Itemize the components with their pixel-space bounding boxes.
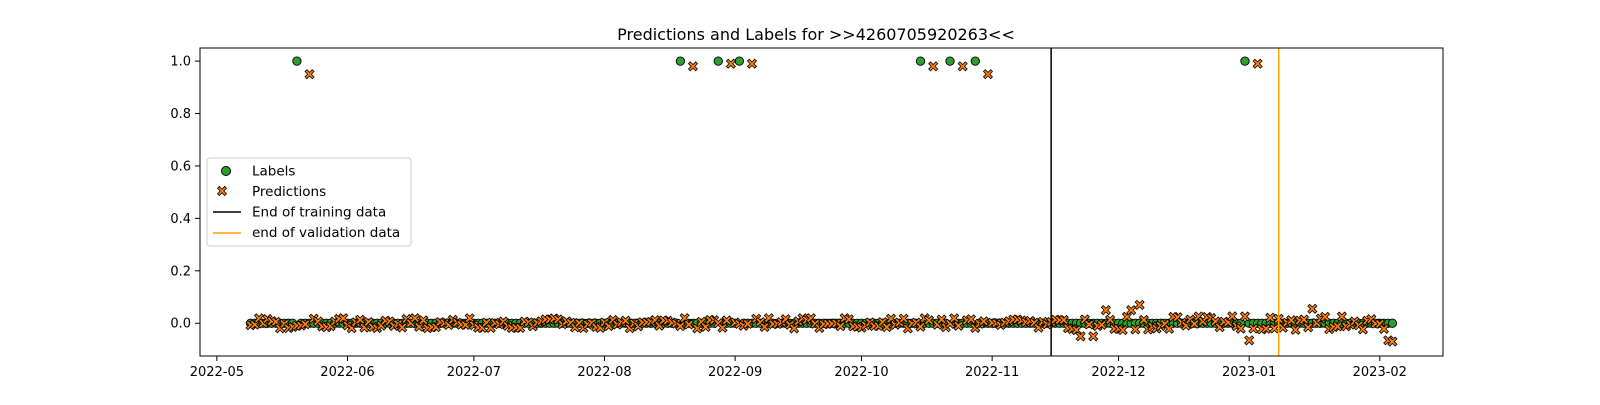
y-tick-label: 0.2	[170, 264, 191, 279]
prediction-point	[1164, 323, 1175, 334]
prediction-point	[898, 313, 909, 324]
prediction-point	[1248, 323, 1259, 334]
label-point	[675, 56, 685, 66]
prediction-point	[683, 319, 694, 330]
x-tick-label: 2022-07	[447, 365, 501, 380]
prediction-point	[1134, 299, 1145, 310]
prediction-point	[1307, 303, 1318, 314]
legend-predictions-marker	[216, 185, 228, 197]
label-point	[734, 56, 744, 66]
label-point	[915, 56, 926, 66]
prediction-point	[746, 58, 758, 69]
prediction-point	[1265, 312, 1276, 323]
prediction-point	[982, 69, 994, 80]
legend-predictions-text: Predictions	[252, 184, 326, 200]
y-tick-label: 0.8	[170, 107, 191, 122]
x-tick-label: 2022-11	[965, 365, 1019, 380]
prediction-point	[953, 320, 964, 331]
prediction-point	[687, 61, 699, 72]
label-point	[970, 56, 980, 66]
prediction-point	[1336, 311, 1347, 322]
prediction-point	[1332, 321, 1343, 332]
prediction-point	[304, 69, 315, 80]
prediction-point	[1260, 323, 1272, 334]
prediction-point	[721, 315, 732, 326]
prediction-point	[966, 314, 977, 325]
legend-validation-text: end of validation data	[252, 225, 400, 241]
prediction-point	[1252, 58, 1263, 69]
prediction-point	[1138, 314, 1149, 326]
legend: Labels Predictions End of training data …	[206, 157, 412, 247]
x-tick-label: 2022-06	[320, 365, 374, 380]
prediction-point	[300, 319, 311, 330]
prediction-point	[928, 61, 939, 72]
label-point	[713, 56, 723, 66]
plot-area	[245, 48, 1398, 356]
legend-box	[206, 157, 412, 247]
prediction-point	[1235, 323, 1246, 334]
label-point	[1240, 56, 1250, 66]
prediction-point	[1075, 331, 1086, 342]
prediction-point	[923, 315, 935, 326]
y-tick-label: 0.0	[170, 317, 191, 332]
prediction-point	[1088, 331, 1099, 342]
prediction-point	[725, 58, 736, 69]
chart-title: Predictions and Labels for >>42607059202…	[617, 25, 1015, 44]
y-tick-label: 0.4	[170, 212, 191, 227]
y-axis: 0.0 0.2 0.4 0.6 0.8 1.0	[170, 55, 200, 332]
prediction-point	[1269, 323, 1280, 334]
prediction-point	[1357, 324, 1369, 335]
legend-training-text: End of training data	[252, 205, 386, 221]
prediction-point	[915, 321, 926, 332]
prediction-point	[742, 318, 753, 329]
prediction-point	[1378, 323, 1390, 334]
prediction-point	[1130, 324, 1141, 335]
x-axis: 2022-05 2022-06 2022-07 2022-08 2022-09 2022-…	[190, 356, 1407, 380]
prediction-point	[1286, 315, 1297, 326]
label-point	[292, 56, 302, 66]
y-tick-label: 1.0	[170, 55, 191, 70]
prediction-point	[1096, 319, 1107, 330]
legend-labels-marker	[221, 166, 231, 176]
prediction-point	[409, 313, 420, 324]
prediction-point	[1387, 336, 1398, 347]
prediction-point	[1100, 305, 1111, 316]
label-point	[1387, 318, 1398, 328]
prediction-point	[1227, 311, 1238, 322]
y-tick-label: 0.6	[170, 159, 191, 174]
x-tick-label: 2022-10	[834, 365, 888, 380]
x-tick-label: 2022-09	[708, 365, 762, 380]
prediction-point	[759, 321, 770, 332]
prediction-point	[1126, 305, 1137, 316]
prediction-point	[1319, 311, 1331, 322]
prediction-point	[1239, 311, 1251, 322]
prediction-point	[1244, 335, 1255, 346]
prediction-point	[1117, 325, 1128, 336]
x-tick-label: 2023-01	[1222, 365, 1276, 380]
label-point	[945, 56, 955, 66]
prediction-point	[1105, 314, 1116, 325]
x-tick-label: 2022-08	[577, 365, 631, 380]
axes-frame	[199, 47, 1444, 357]
x-tick-label: 2022-12	[1091, 365, 1145, 380]
prediction-point	[1290, 324, 1301, 335]
x-tick-label: 2022-05	[190, 365, 244, 380]
prediction-point	[978, 316, 989, 327]
prediction-point	[957, 61, 968, 72]
x-tick-label: 2023-02	[1353, 365, 1407, 380]
prediction-point	[1083, 319, 1095, 330]
legend-labels-text: Labels	[252, 164, 295, 180]
prediction-point	[1303, 322, 1314, 333]
